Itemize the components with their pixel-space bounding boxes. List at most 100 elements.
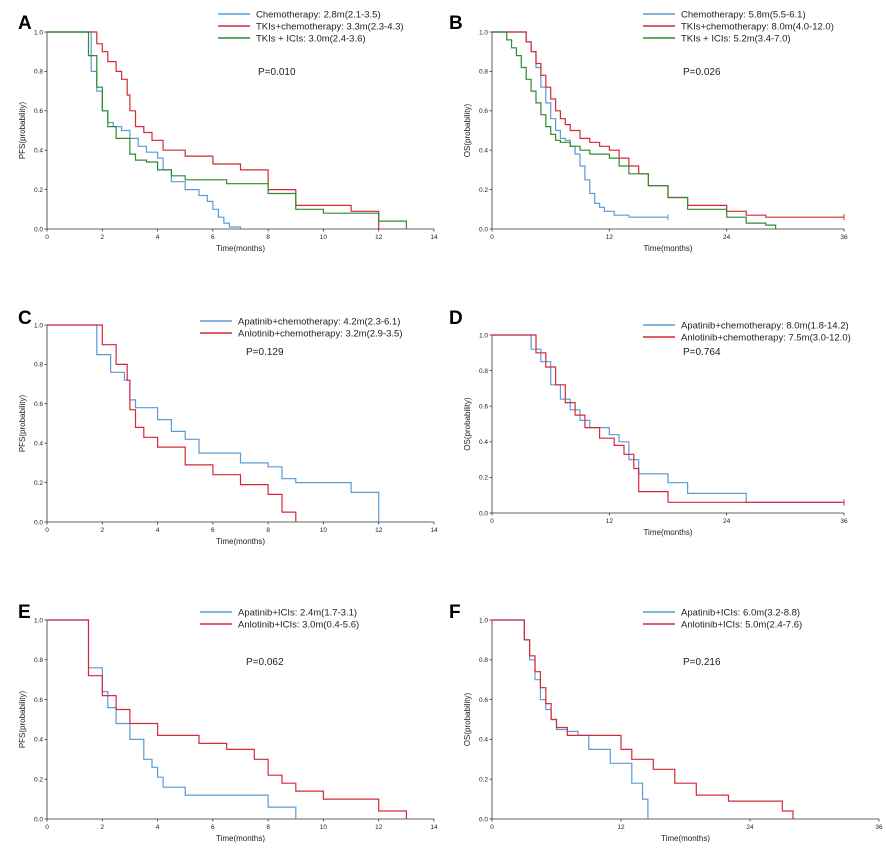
km-curve-red [492, 619, 794, 819]
x-tick-label: 24 [746, 824, 754, 831]
x-tick-label: 14 [430, 824, 438, 831]
x-tick-label: 24 [723, 518, 731, 525]
y-tick-label: 0.0 [34, 816, 43, 823]
y-tick-label: 0.4 [479, 148, 488, 155]
x-tick-label: 12 [606, 518, 614, 525]
panel-label: A [18, 13, 32, 34]
km-curve-red [47, 31, 380, 229]
panel-E: E 0 2 4 6 8 10 12 14 0.0 0.2 0.4 0.6 0.8 1.0 Time(month… [18, 602, 438, 843]
panel-A: A 0 2 4 6 8 10 12 14 0.0 0.2 0.4 0.6 0.8 1.0 Time(month… [18, 10, 438, 254]
p-value: P=0.010 [258, 67, 296, 78]
km-curve-red [492, 334, 844, 503]
x-tick-label: 36 [840, 234, 848, 241]
p-value: P=0.216 [683, 657, 721, 668]
panel-label: B [449, 13, 463, 34]
y-axis-label: PFS(probability) [18, 690, 27, 748]
y-axis-label: PFS(probability) [18, 101, 27, 159]
x-tick-label: 0 [45, 824, 49, 831]
y-tick-label: 0.0 [479, 816, 488, 823]
y-tick-label: 0.8 [34, 69, 43, 76]
p-value: P=0.764 [683, 347, 721, 358]
x-tick-label: 6 [211, 234, 215, 241]
y-tick-label: 0.6 [34, 401, 43, 408]
x-tick-label: 12 [375, 824, 383, 831]
y-tick-label: 0.6 [479, 404, 488, 411]
x-tick-label: 24 [723, 234, 731, 241]
x-tick-label: 8 [266, 527, 270, 534]
km-curve-blue [492, 619, 649, 819]
y-tick-label: 0.2 [34, 480, 43, 487]
panel-label: F [449, 602, 461, 623]
km-curve-red [47, 619, 407, 819]
y-tick-label: 0.8 [479, 69, 488, 76]
y-axis-label: PFS(probability) [18, 394, 27, 452]
x-tick-label: 4 [156, 527, 160, 534]
y-tick-label: 0.2 [479, 475, 488, 482]
x-tick-label: 2 [100, 234, 104, 241]
legend-label: TKIs+chemotherapy: 3.3m(2.3-4.3) [256, 22, 404, 33]
legend-label: TKIs+chemotherapy: 8.0m(4.0-12.0) [681, 22, 834, 33]
y-tick-label: 0.4 [34, 737, 43, 744]
y-tick-label: 1.0 [34, 29, 43, 36]
y-tick-label: 0.6 [479, 108, 488, 115]
km-curve-blue [492, 334, 844, 503]
x-tick-label: 0 [490, 234, 494, 241]
km-curve-blue [47, 619, 297, 819]
x-axis-label: Time(months) [643, 244, 692, 253]
panel-D: D 0 12 24 36 0.0 0.2 0.4 0.6 0.8 1.0 Time(months) OS… [449, 308, 851, 537]
legend-label: Chemotherapy: 5.8m(5.5-6.1) [681, 10, 806, 21]
y-tick-label: 0.0 [34, 519, 43, 526]
x-tick-label: 6 [211, 824, 215, 831]
km-curve-blue [47, 324, 380, 522]
y-axis-label: OS(probability) [463, 103, 472, 157]
x-axis-label: Time(months) [661, 834, 710, 843]
legend-label: TKIs + ICIs: 3.0m(2.4-3.6) [256, 34, 366, 45]
y-tick-label: 1.0 [34, 322, 43, 329]
x-tick-label: 8 [266, 824, 270, 831]
y-tick-label: 0.4 [34, 148, 43, 155]
y-tick-label: 0.4 [479, 737, 488, 744]
x-tick-label: 2 [100, 527, 104, 534]
y-tick-label: 0.0 [479, 226, 488, 233]
x-tick-label: 4 [156, 824, 160, 831]
legend-label: Anlotinib+ICIs: 3.0m(0.4-5.6) [238, 620, 359, 631]
y-axis-label: OS(probability) [463, 397, 472, 451]
legend-label: TKIs + ICIs: 5.2m(3.4-7.0) [681, 34, 791, 45]
y-tick-label: 0.6 [34, 697, 43, 704]
panel-label: D [449, 308, 463, 329]
x-tick-label: 36 [840, 518, 848, 525]
x-tick-label: 10 [320, 234, 328, 241]
x-axis-label: Time(months) [643, 528, 692, 537]
x-tick-label: 10 [320, 527, 328, 534]
y-tick-label: 0.8 [479, 368, 488, 375]
x-tick-label: 14 [430, 527, 438, 534]
y-tick-label: 0.2 [34, 777, 43, 784]
p-value: P=0.062 [246, 657, 284, 668]
x-tick-label: 12 [617, 824, 625, 831]
x-tick-label: 12 [606, 234, 614, 241]
legend-label: Chemotherapy: 2.8m(2.1-3.5) [256, 10, 381, 21]
x-tick-label: 6 [211, 527, 215, 534]
x-tick-label: 14 [430, 234, 438, 241]
p-value: P=0.026 [683, 67, 721, 78]
x-tick-label: 4 [156, 234, 160, 241]
x-tick-label: 2 [100, 824, 104, 831]
x-tick-label: 0 [490, 518, 494, 525]
y-tick-label: 1.0 [34, 617, 43, 624]
y-tick-label: 0.0 [34, 226, 43, 233]
x-tick-label: 0 [490, 824, 494, 831]
legend-label: Anlotinib+chemotherapy: 7.5m(3.0-12.0) [681, 333, 851, 344]
x-tick-label: 8 [266, 234, 270, 241]
x-axis-label: Time(months) [216, 834, 265, 843]
y-tick-label: 0.6 [34, 108, 43, 115]
legend-label: Anlotinib+chemotherapy: 3.2m(2.9-3.5) [238, 329, 403, 340]
y-tick-label: 0.4 [34, 441, 43, 448]
legend-label: Apatinib+ICIs: 2.4m(1.7-3.1) [238, 608, 357, 619]
km-curve-red [47, 324, 297, 522]
y-tick-label: 1.0 [479, 29, 488, 36]
x-tick-label: 12 [375, 234, 383, 241]
p-value: P=0.129 [246, 347, 284, 358]
y-axis-label: OS(probability) [463, 692, 472, 746]
y-tick-label: 1.0 [479, 332, 488, 339]
